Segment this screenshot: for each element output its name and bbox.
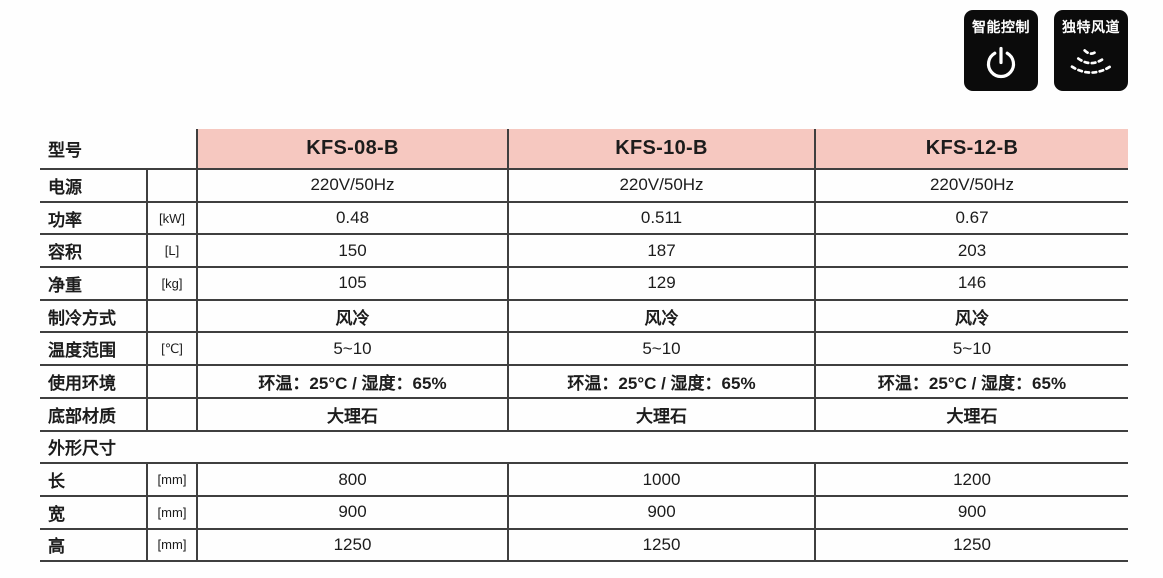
row-unit: [mm] <box>148 496 198 528</box>
row-label: 底部材质 <box>40 398 148 430</box>
airflow-icon <box>1063 37 1119 91</box>
spec-row-height: 高 [mm] 1250 1250 1250 <box>40 529 1128 563</box>
spec-row-length: 长 [mm] 800 1000 1200 <box>40 464 1128 497</box>
model-header-kfs-12-b: KFS-12-B <box>816 129 1128 168</box>
row-label: 宽 <box>40 496 148 528</box>
row-label: 长 <box>40 464 148 495</box>
section-label: 外形尺寸 <box>48 439 116 459</box>
spec-value: 大理石 <box>198 398 509 430</box>
spec-value: 1250 <box>509 529 816 561</box>
spec-value: 5~10 <box>198 333 509 365</box>
spec-value: 1000 <box>509 464 816 495</box>
spec-value: 220V/50Hz <box>929 175 1015 195</box>
row-label: 净重 <box>40 268 148 299</box>
model-header-kfs-08-b: KFS-08-B <box>198 129 509 168</box>
spec-value: 1250 <box>198 529 509 561</box>
spec-value: 0.511 <box>509 202 816 234</box>
spec-table: 型号 KFS-08-B KFS-10-B KFS-12-B 电源 220V/50… <box>40 129 1128 563</box>
table-header-row: 型号 KFS-08-B KFS-10-B KFS-12-B <box>40 129 1128 170</box>
spec-row-volume: 容积 [L] 150 187 203 <box>40 235 1128 269</box>
model-row-label: 型号 <box>40 129 198 168</box>
spec-value: 5~10 <box>509 333 816 365</box>
row-unit: [kg] <box>148 268 198 299</box>
row-unit: [mm] <box>148 464 198 495</box>
row-unit: [℃] <box>148 333 198 365</box>
row-label: 功率 <box>40 202 148 234</box>
spec-value: 环温：25°C / 湿度：65% <box>198 366 509 397</box>
power-icon <box>981 37 1021 91</box>
spec-value: 220V/50Hz <box>198 170 509 201</box>
row-label: 高 <box>40 529 148 561</box>
spec-value: 146 <box>957 273 987 293</box>
spec-value: 900 <box>198 496 509 528</box>
smart-control-badge-label: 智能控制 <box>972 19 1030 35</box>
spec-row-power-supply: 电源 220V/50Hz 220V/50Hz 220V/50Hz <box>40 170 1128 203</box>
spec-value: 220V/50Hz <box>509 170 816 201</box>
spec-value: 203 <box>957 240 987 260</box>
spec-row-width: 宽 [mm] 900 900 900 <box>40 496 1128 530</box>
row-label: 容积 <box>40 235 148 267</box>
feature-badges: 智能控制 独特风道 <box>964 10 1128 91</box>
row-label: 电源 <box>40 170 148 201</box>
row-label: 温度范围 <box>40 333 148 365</box>
row-unit <box>148 170 198 201</box>
spec-value: 1250 <box>953 534 991 554</box>
section-row-dimensions: 外形尺寸 <box>40 432 1128 465</box>
spec-value: 环温：25°C / 湿度：65% <box>509 366 816 397</box>
spec-value: 环温：25°C / 湿度：65% <box>877 373 1067 393</box>
spec-value: 风冷 <box>198 300 509 332</box>
unique-airduct-badge-label: 独特风道 <box>1062 19 1120 35</box>
spec-value: 0.48 <box>198 202 509 234</box>
unique-airduct-badge: 独特风道 <box>1054 10 1128 91</box>
spec-value: 129 <box>509 268 816 299</box>
row-unit: [L] <box>148 235 198 267</box>
spec-value: 风冷 <box>955 308 989 328</box>
row-unit <box>148 398 198 430</box>
row-unit <box>148 366 198 397</box>
spec-value: 大理石 <box>509 398 816 430</box>
spec-value: 风冷 <box>509 300 816 332</box>
spec-value: 0.67 <box>955 208 989 228</box>
spec-value: 900 <box>957 502 987 522</box>
spec-value: 800 <box>198 464 509 495</box>
spec-row-power: 功率 [kW] 0.48 0.511 0.67 <box>40 202 1128 236</box>
smart-control-badge: 智能控制 <box>964 10 1038 91</box>
spec-value: 1200 <box>953 469 991 489</box>
spec-row-cooling-method: 制冷方式 风冷 风冷 风冷 <box>40 300 1128 334</box>
row-unit <box>148 300 198 332</box>
row-label: 制冷方式 <box>40 300 148 332</box>
row-unit: [kW] <box>148 202 198 234</box>
spec-value: 187 <box>509 235 816 267</box>
spec-value: 5~10 <box>952 338 992 358</box>
spec-value: 900 <box>509 496 816 528</box>
spec-value: 大理石 <box>946 406 998 426</box>
spec-row-temp-range: 温度范围 [℃] 5~10 5~10 5~10 <box>40 333 1128 367</box>
spec-row-base-material: 底部材质 大理石 大理石 大理石 <box>40 398 1128 432</box>
spec-row-operating-environment: 使用环境 环温：25°C / 湿度：65% 环温：25°C / 湿度：65% 环… <box>40 366 1128 399</box>
spec-row-net-weight: 净重 [kg] 105 129 146 <box>40 268 1128 301</box>
row-label: 使用环境 <box>40 366 148 397</box>
row-unit: [mm] <box>148 529 198 561</box>
model-header-kfs-10-b: KFS-10-B <box>509 129 816 168</box>
spec-value: 105 <box>198 268 509 299</box>
spec-value: 150 <box>198 235 509 267</box>
